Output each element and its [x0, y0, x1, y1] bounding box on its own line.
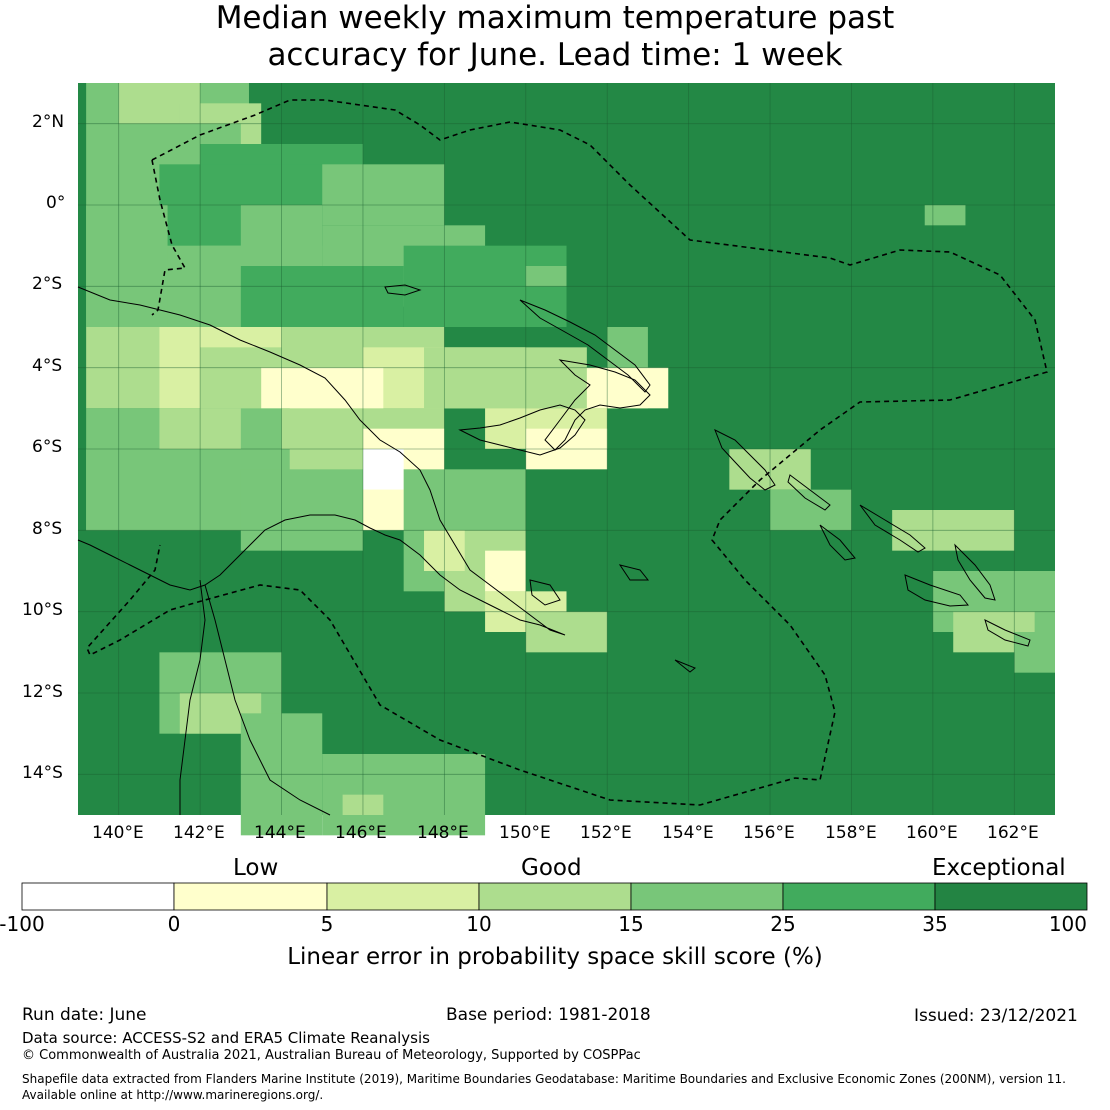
colorbar-tick-label: -100: [0, 912, 45, 936]
colorbar-tick-label: 25: [770, 912, 796, 936]
colorbar-category-exceptional: Exceptional: [932, 855, 1066, 881]
issued-date: Issued: 23/12/2021: [914, 1006, 1078, 1026]
graticule: [78, 83, 1055, 815]
coastline-manus: [384, 284, 422, 296]
skill-cell: [362, 449, 404, 490]
colorbar-segment: [782, 882, 936, 911]
skill-cell: [485, 550, 526, 592]
colorbar-tick-label: 100: [1048, 912, 1087, 936]
skill-cell: [86, 205, 168, 327]
colorbar-segment: [21, 882, 175, 911]
lat-tick-label: 2°N: [32, 112, 65, 132]
lon-tick-label: 150°E: [499, 823, 551, 843]
lon-tick-label: 144°E: [254, 823, 306, 843]
map-title-line1: Median weekly maximum temperature past: [215, 0, 895, 36]
skill-cell: [525, 266, 567, 287]
coastline-louisiade-2: [674, 659, 696, 673]
shapefile-credit-line1: Shapefile data extracted from Flanders M…: [22, 1072, 1066, 1086]
coastlines: [77, 284, 1031, 816]
lon-tick-label: 146°E: [335, 823, 387, 843]
lat-tick-label: 12°S: [22, 682, 63, 702]
colorbar-category-low: Low: [233, 855, 279, 881]
copyright: © Commonwealth of Australia 2021, Austra…: [22, 1048, 641, 1063]
lon-tick-label: 162°E: [987, 823, 1039, 843]
lat-tick-label: 14°S: [22, 763, 63, 783]
base-period: Base period: 1981-2018: [446, 1005, 651, 1025]
coastline-isabel: [859, 504, 926, 553]
skill-cell: [770, 489, 852, 531]
colorbar-tick-label: 15: [618, 912, 644, 936]
skill-cell: [525, 611, 608, 653]
lat-tick-label: 8°S: [32, 519, 63, 539]
coastline-louisiade: [618, 564, 650, 581]
lat-tick-label: 4°S: [32, 356, 63, 376]
colorbar-segment: [630, 882, 784, 911]
skill-cell: [607, 327, 648, 368]
eez-png: [86, 99, 1048, 806]
colorbar-segment: [326, 882, 480, 911]
lat-tick-label: 0°: [46, 193, 66, 213]
lon-tick-label: 154°E: [662, 823, 714, 843]
skill-cell: [240, 469, 363, 551]
skill-cell: [322, 164, 445, 226]
lon-tick-label: 142°E: [173, 823, 225, 843]
lat-tick-label: 10°S: [22, 600, 63, 620]
coastline-cape-york: [179, 579, 206, 815]
skill-cell: [322, 754, 486, 836]
colorbar-segment: [173, 882, 328, 911]
run-date: Run date: June: [22, 1005, 147, 1025]
colorbar-tick-label: 5: [320, 912, 334, 936]
lon-tick-label: 152°E: [580, 823, 632, 843]
colorbar-segment: [934, 882, 1088, 911]
colorbar-tick-label: 0: [167, 912, 181, 936]
colorbar-tick-label: 10: [466, 912, 492, 936]
lon-tick-label: 160°E: [906, 823, 958, 843]
coastline-choiseul: [787, 474, 831, 511]
coastline-bougainville: [714, 428, 776, 491]
colorbar-segment: [478, 882, 632, 911]
coastline-guadalcanal: [904, 574, 969, 607]
lon-tick-label: 148°E: [417, 823, 469, 843]
coastline-huon: [458, 404, 586, 456]
colorbar-tick-label: 35: [922, 912, 948, 936]
skill-cell: [1014, 632, 1055, 673]
lon-tick-label: 140°E: [92, 823, 144, 843]
colorbar-category-good: Good: [521, 855, 582, 881]
coastline-australia-east: [204, 584, 331, 816]
map-title-line2: accuracy for June. Lead time: 1 week: [267, 37, 843, 73]
coastline-malaita: [954, 543, 996, 601]
eez-png-west: [151, 159, 187, 316]
shapefile-credit-line2: Available online at http://www.marinereg…: [22, 1088, 324, 1102]
skill-cell: [924, 205, 966, 226]
coastline-new-ireland: [519, 299, 651, 393]
lon-tick-label: 156°E: [743, 823, 795, 843]
coastline-new-georgia: [819, 524, 856, 561]
data-source: Data source: ACCESS-S2 and ERA5 Climate …: [22, 1029, 430, 1047]
coastline-dentrecasteaux: [529, 579, 561, 606]
lat-tick-label: 6°S: [32, 437, 63, 457]
lat-tick-label: 2°S: [32, 274, 63, 294]
colorbar-title: Linear error in probability space skill …: [287, 944, 823, 970]
coastline-new-guinea: [77, 286, 566, 636]
lon-tick-label: 158°E: [825, 823, 877, 843]
coastline-makira: [984, 619, 1031, 647]
eez-boundaries: [86, 99, 1048, 806]
